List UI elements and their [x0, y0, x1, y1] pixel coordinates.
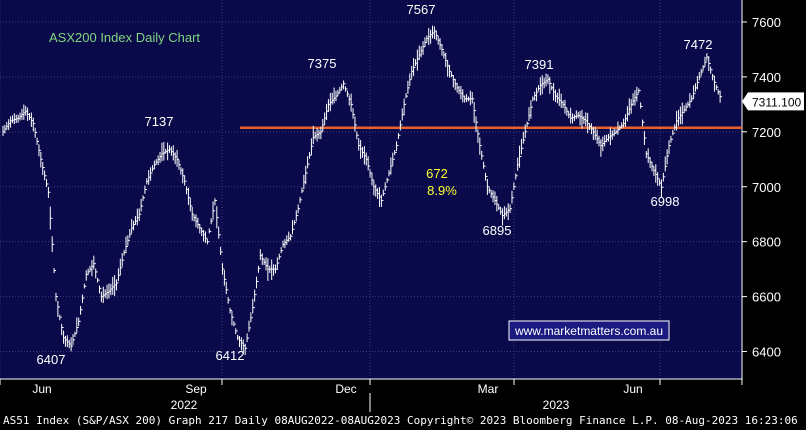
annotation-label: 7137 [145, 114, 174, 129]
y-tick-label: 7600 [752, 15, 781, 30]
y-tick-label: 6600 [752, 290, 781, 305]
y-tick-label: 7200 [752, 125, 781, 140]
last-price-marker: 7311.100 [742, 92, 804, 111]
x-tick-label: Mar [478, 382, 499, 396]
x-tick-label: Sep [185, 382, 207, 396]
x-axis-background [0, 379, 806, 412]
annotation-label: 6412 [216, 348, 245, 363]
annotation-label: 7567 [407, 2, 436, 17]
annotation-label: 7375 [308, 56, 337, 71]
plot-background [0, 0, 742, 379]
y-axis-background [742, 0, 806, 412]
y-tick-label: 6400 [752, 345, 781, 360]
annotation-label: 8.9% [427, 183, 457, 198]
y-tick-label: 6800 [752, 235, 781, 250]
x-year-label: 2023 [543, 398, 570, 412]
annotation-label: 6407 [37, 352, 66, 367]
y-axis-ticks: 6400 6600 6800 7000 7200 7400 7600 [741, 0, 781, 379]
footer-text: AS51 Index (S&P/ASX 200) Graph 217 Daily… [3, 414, 798, 427]
y-tick-label: 7000 [752, 180, 781, 195]
watermark[interactable]: www.marketmatters.com.au [508, 320, 670, 341]
gridlines [0, 0, 743, 379]
watermark-box [508, 320, 670, 341]
annotations: 6407 7137 6412 7375 7567 6895 7391 6998 7472 672 8… [37, 2, 713, 367]
x-tick-label: Jun [32, 382, 51, 396]
annotation-label: 6998 [651, 194, 680, 209]
last-price-label: 7311.100 [752, 95, 801, 109]
last-price-flag [742, 92, 804, 111]
annotation-label: 7472 [684, 37, 713, 52]
annotation-label: 6895 [483, 223, 512, 238]
y-tick-label: 7400 [752, 70, 781, 85]
x-axis-ticks: Jun Sep Dec Mar Jun 2022 2023 [0, 378, 743, 412]
watermark-link[interactable]: www.marketmatters.com.au [514, 324, 663, 338]
annotation-label: 672 [426, 166, 448, 181]
status-footer: AS51 Index (S&P/ASX 200) Graph 217 Daily… [0, 412, 806, 430]
x-year-label: 2022 [171, 398, 198, 412]
annotation-label: 7391 [525, 57, 554, 72]
x-tick-label: Jun [623, 382, 642, 396]
price-bars [2, 25, 723, 356]
chart-svg: 6400 6600 6800 7000 7200 7400 7600 Jun Sep Dec Ma… [0, 0, 806, 412]
x-tick-label: Dec [335, 382, 356, 396]
chart-title: ASX200 Index Daily Chart [49, 30, 200, 45]
